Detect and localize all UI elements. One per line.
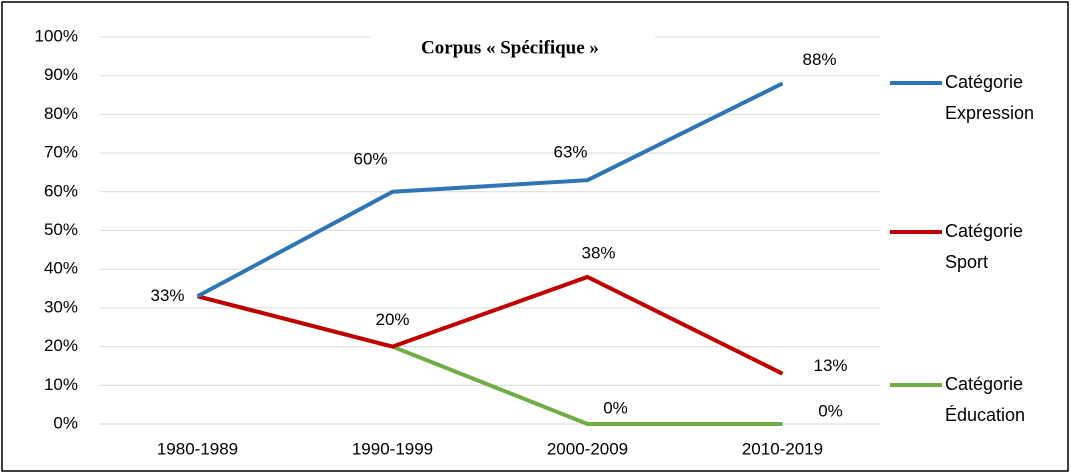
y-tick-label: 70%: [44, 143, 78, 162]
data-label: 38%: [581, 243, 615, 262]
chart-title: Corpus « Spécifique »: [421, 37, 599, 58]
y-tick-label: 60%: [44, 181, 78, 200]
data-label: 60%: [353, 149, 387, 168]
title-bg: [370, 30, 655, 66]
data-label: 13%: [813, 356, 847, 375]
y-tick-label: 20%: [44, 336, 78, 355]
series-line: [197, 274, 784, 376]
x-tick-label: 2000-2009: [547, 439, 628, 458]
legend-label: Catégorie Éducation: [945, 374, 1026, 425]
y-tick-label: 50%: [44, 220, 78, 239]
data-label: 0%: [818, 401, 843, 420]
data-label: 20%: [375, 310, 409, 329]
y-tick-label: 10%: [44, 375, 78, 394]
legend-label: Catégorie Sport: [945, 221, 1024, 272]
x-tick-label: 1980-1989: [157, 439, 238, 458]
data-label: 88%: [802, 50, 836, 69]
x-tick-label: 2010-2019: [742, 439, 823, 458]
legend-label: Catégorie Expression: [945, 72, 1035, 123]
y-tick-label: 40%: [44, 259, 78, 278]
x-tick-label: 1990-1999: [352, 439, 433, 458]
data-label: 33%: [150, 286, 184, 305]
y-tick-label: 30%: [44, 297, 78, 316]
data-label: 0%: [603, 398, 628, 417]
y-tick-label: 100%: [35, 26, 78, 45]
series-line: [196, 81, 784, 299]
y-tick-label: 80%: [44, 104, 78, 123]
y-tick-label: 90%: [44, 65, 78, 84]
data-label: 63%: [553, 143, 587, 162]
y-tick-label: 0%: [53, 413, 78, 432]
